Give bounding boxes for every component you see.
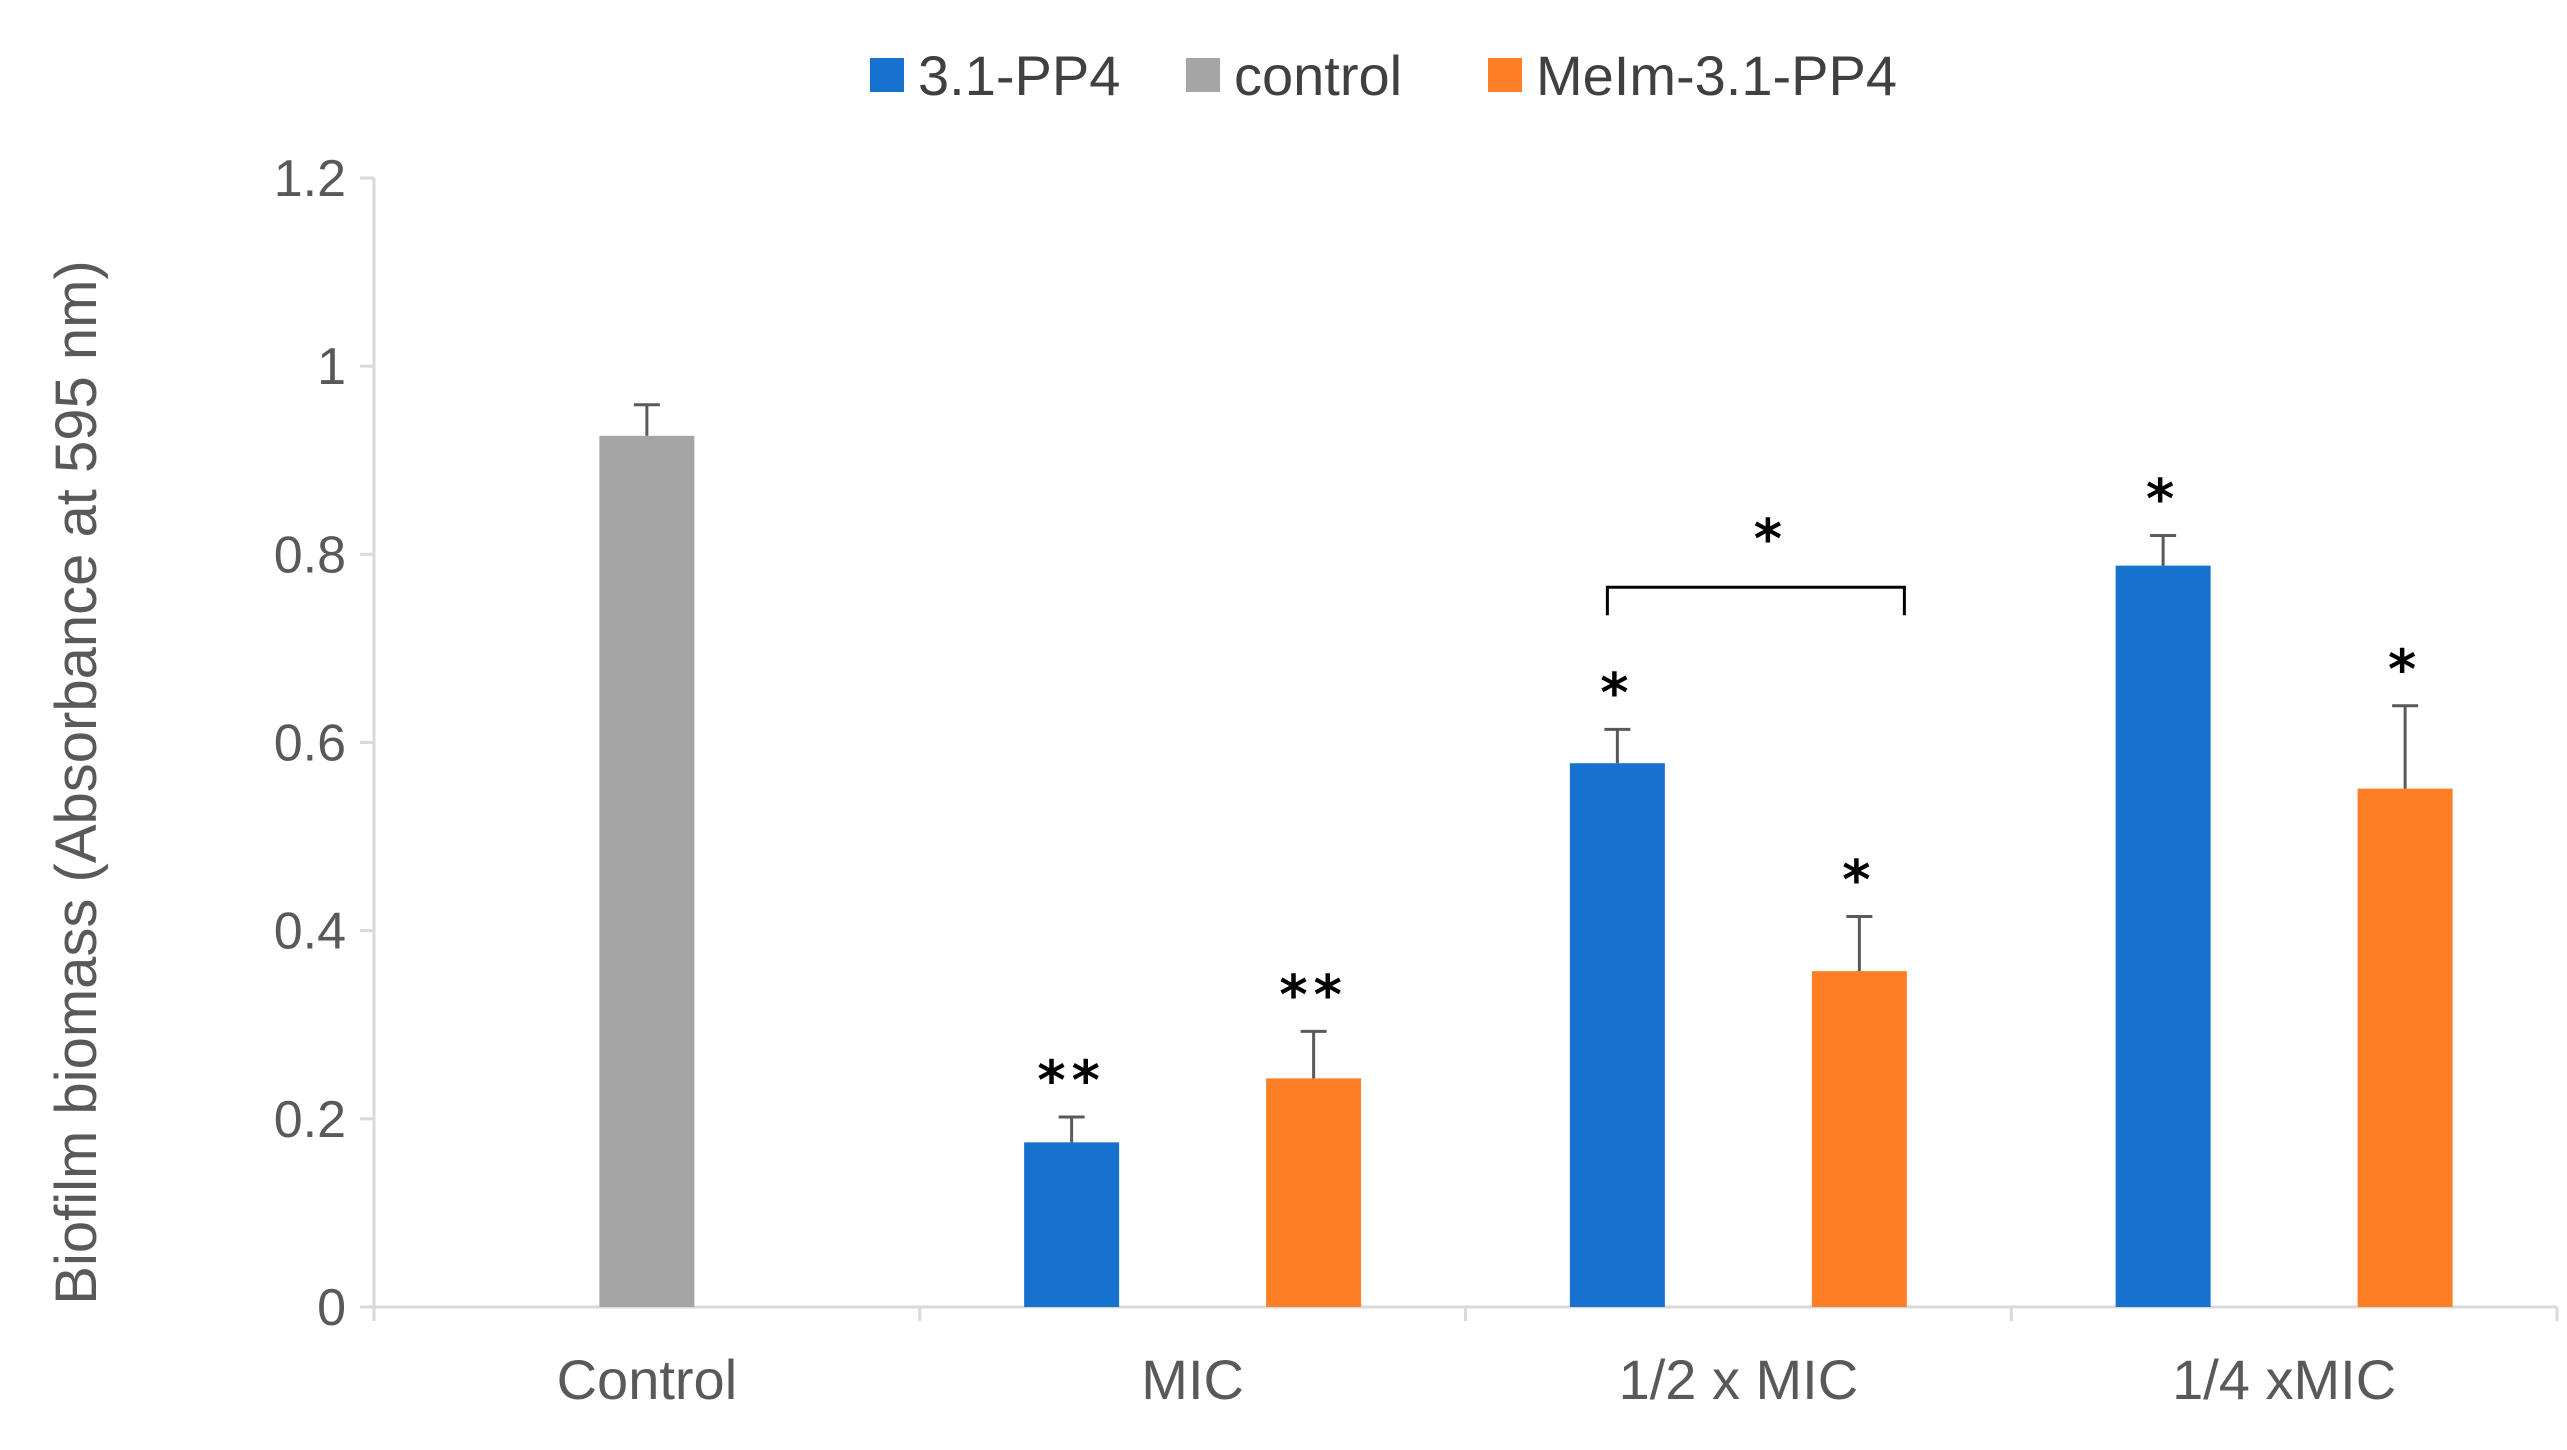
y-tick-label: 1.2 (274, 150, 346, 208)
significance-marker: ** (1279, 963, 1347, 1026)
bracket-significance-marker: * (1754, 507, 1782, 570)
bar-control-0 (599, 435, 695, 1307)
y-tick-label: 0.4 (274, 903, 346, 961)
y-tick-label: 0.2 (274, 1091, 346, 1149)
bar-meim-3-1-pp4-1 (1266, 1078, 1362, 1307)
significance-marker: * (2146, 468, 2180, 531)
bar-meim-3-1-pp4-3 (2357, 788, 2453, 1307)
significance-marker: * (2388, 638, 2422, 701)
x-tick-label: MIC (1141, 1348, 1244, 1411)
legend-label-0: 3.1-PP4 (918, 44, 1120, 107)
legend-swatch-2 (1488, 58, 1522, 92)
significance-marker: * (1600, 661, 1634, 724)
y-tick-label: 0.8 (274, 526, 346, 584)
x-tick-label: 1/4 xMIC (2172, 1348, 2396, 1411)
comparison-bracket (1605, 585, 1906, 616)
x-tick-label: Control (557, 1348, 738, 1411)
bar-3-1-pp4-1 (1024, 1142, 1120, 1307)
y-tick-label: 1 (317, 338, 346, 396)
bar-meim-3-1-pp4-2 (1811, 971, 1907, 1307)
legend-swatch-1 (1186, 58, 1220, 92)
y-tick-label: 0 (317, 1279, 346, 1337)
y-axis-title: Biofilm biomass (Absorbance at 595 nm) (44, 260, 109, 1304)
bar-3-1-pp4-3 (2115, 565, 2211, 1307)
bar-3-1-pp4-2 (1569, 763, 1665, 1307)
significance-marker: ** (1037, 1049, 1105, 1112)
legend-label-2: MeIm-3.1-PP4 (1536, 44, 1897, 107)
x-tick-label: 1/2 x MIC (1619, 1348, 1859, 1411)
legend-label-1: control (1234, 44, 1402, 107)
y-tick-label: 0.6 (274, 715, 346, 773)
legend-swatch-0 (870, 58, 904, 92)
significance-marker: * (1842, 849, 1876, 912)
